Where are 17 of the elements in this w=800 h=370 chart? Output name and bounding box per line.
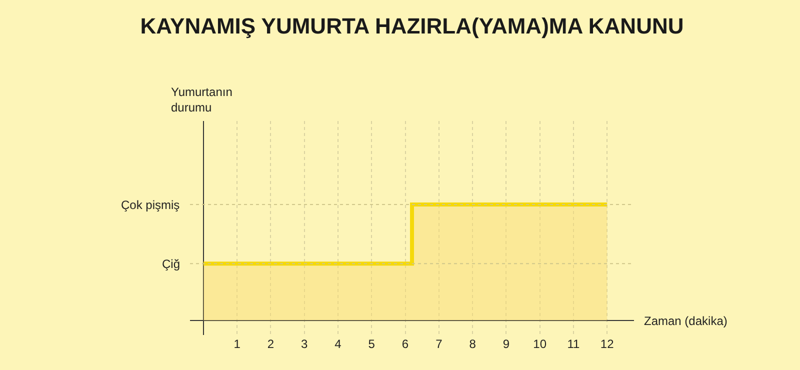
ref-line-label: Çok pişmiş <box>121 198 180 212</box>
x-tick-label: 7 <box>436 337 443 351</box>
text: Yumurtanın durumu <box>171 85 232 115</box>
x-tick-label: 10 <box>533 337 547 351</box>
x-tick-label: 12 <box>600 337 614 351</box>
x-tick-label: 9 <box>502 337 510 351</box>
x-tick-label: 6 <box>402 337 409 351</box>
x-tick-label: 8 <box>469 337 476 351</box>
x-axis-title: Zaman (dakika) <box>644 314 728 328</box>
x-tick-label: 11 <box>567 337 580 351</box>
ref-line-label: Çiğ <box>162 257 180 271</box>
x-tick-label: 4 <box>334 337 342 351</box>
x-tick-label: 5 <box>368 337 376 351</box>
x-tick-label: 3 <box>301 337 308 351</box>
x-tick-label: 2 <box>267 337 274 351</box>
chart-title: KAYNAMIŞ YUMURTA HAZIRLA(YAMA)MA KANUNU <box>140 14 684 39</box>
x-tick-label: 1 <box>234 337 241 351</box>
